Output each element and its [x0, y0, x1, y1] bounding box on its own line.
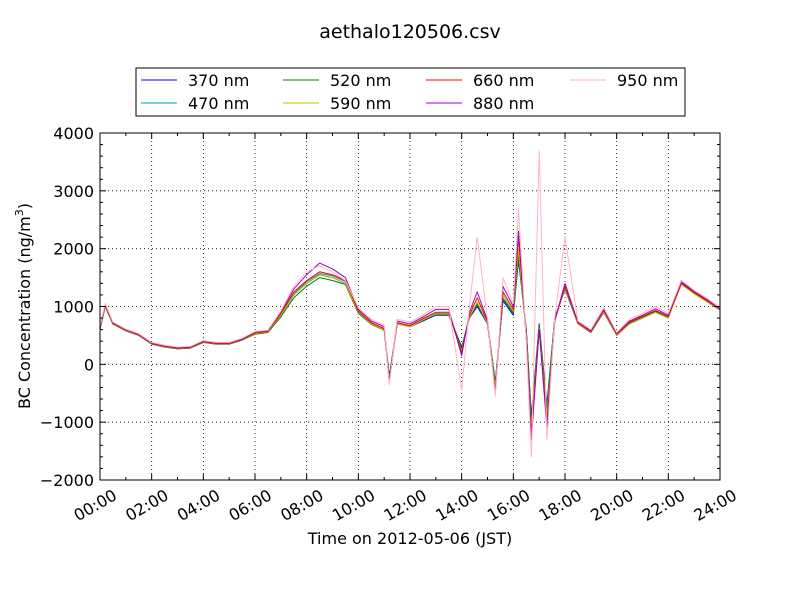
x-tick-label: 10:00 — [329, 485, 378, 525]
legend-label: 370 nm — [188, 71, 249, 90]
series-line-880-nm — [99, 230, 721, 440]
y-axis-label-main: BC Concentration (ng/m — [15, 216, 34, 409]
series-line-660-nm — [99, 236, 721, 435]
x-tick-label: 12:00 — [381, 485, 430, 525]
y-tick-label: 2000 — [53, 240, 94, 259]
y-axis-label: BC Concentration (ng/m3) — [13, 203, 34, 409]
y-axis-label-tail: ) — [15, 203, 34, 209]
x-tick-label: 06:00 — [226, 485, 275, 525]
legend-label: 590 nm — [330, 94, 391, 113]
x-tick-label: 00:00 — [71, 485, 120, 525]
x-tick-labels: 00:00 02:00 04:00 06:00 08:00 10:00 12:00 14:00… — [71, 485, 740, 525]
x-tick-label: 18:00 — [536, 485, 585, 525]
x-axis-label: Time on 2012-05-06 (JST) — [307, 529, 512, 548]
legend-frame — [135, 67, 686, 117]
ticks — [99, 132, 721, 481]
x-tick-label: 16:00 — [484, 485, 533, 525]
y-tick-label: 1000 — [53, 298, 94, 317]
x-tick-label: 02:00 — [122, 485, 171, 525]
legend-entries: 370 nm 470 nm 520 nm 590 nm 660 nm 880 nm 950 … — [141, 71, 678, 113]
y-tick-label: −2000 — [40, 471, 94, 490]
y-tick-label: 0 — [84, 355, 94, 374]
x-tick-label: 24:00 — [691, 485, 740, 525]
plot-area — [99, 132, 721, 481]
y-tick-label: 3000 — [53, 182, 94, 201]
series-lines — [99, 149, 721, 458]
x-tick-label: 04:00 — [174, 485, 223, 525]
legend-label: 520 nm — [330, 71, 391, 90]
chart-title: aethalo120506.csv — [319, 21, 501, 43]
legend-label: 470 nm — [188, 94, 249, 113]
legend-label: 660 nm — [473, 71, 534, 90]
y-tick-label: 4000 — [53, 124, 94, 143]
legend-label: 950 nm — [617, 71, 678, 90]
x-tick-label: 22:00 — [639, 485, 688, 525]
y-tick-label: −1000 — [40, 413, 94, 432]
legend: 370 nm 470 nm 520 nm 590 nm 660 nm 880 nm 950 … — [135, 67, 686, 117]
x-tick-label: 08:00 — [277, 485, 326, 525]
y-axis-label-sup: 3 — [13, 209, 26, 216]
x-tick-label: 14:00 — [432, 485, 481, 525]
series-line-950-nm — [99, 149, 721, 458]
y-tick-labels: −2000 −1000 0 1000 2000 3000 4000 — [40, 124, 94, 490]
grid — [100, 133, 720, 480]
x-tick-label: 20:00 — [587, 485, 636, 525]
legend-label: 880 nm — [473, 94, 534, 113]
